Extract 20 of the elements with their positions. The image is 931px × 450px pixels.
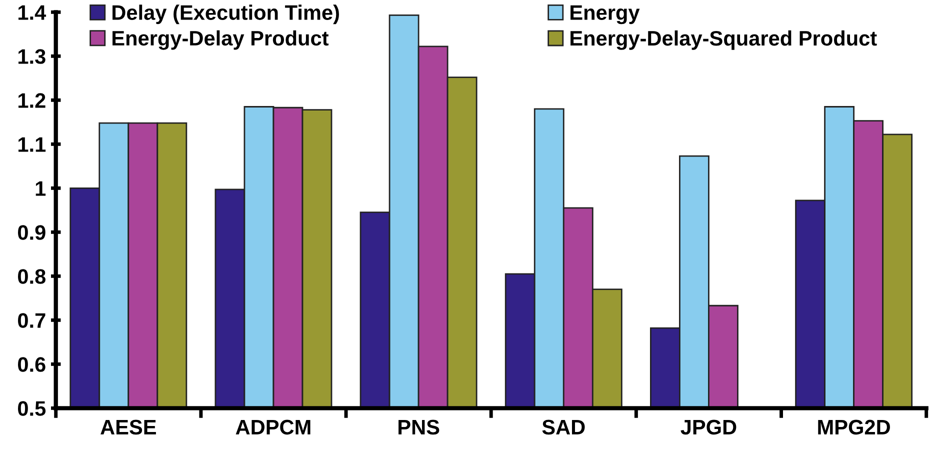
x-tick-label: SAD [542, 420, 585, 435]
y-tick-label: 1.3 [18, 49, 46, 64]
legend-label: Energy-Delay Product [112, 30, 329, 50]
y-tick-label: 0.5 [18, 401, 46, 416]
y-tick-label: 1.1 [18, 137, 46, 152]
legend-label: Energy [570, 5, 640, 24]
y-tick-label: 0.8 [18, 269, 46, 284]
x-tick-label: MPG2D [818, 420, 890, 435]
y-tick-label: 1.2 [18, 93, 46, 108]
y-tick-label: 0.9 [18, 225, 46, 240]
x-tick-label: JPGD [680, 420, 736, 435]
y-tick-label: 0.6 [18, 357, 46, 372]
y-tick-label: 0.7 [18, 313, 46, 328]
legend-label: Delay (Execution Time) [112, 4, 339, 24]
x-tick-label: AESE [100, 420, 156, 435]
y-tick-label: 1 [36, 181, 46, 196]
y-tick-label: 1.4 [18, 5, 46, 20]
legend-label: Energy-Delay-Squared Product [570, 30, 877, 50]
x-tick-label: PNS [398, 420, 440, 435]
x-tick-label: ADPCM [236, 420, 310, 435]
